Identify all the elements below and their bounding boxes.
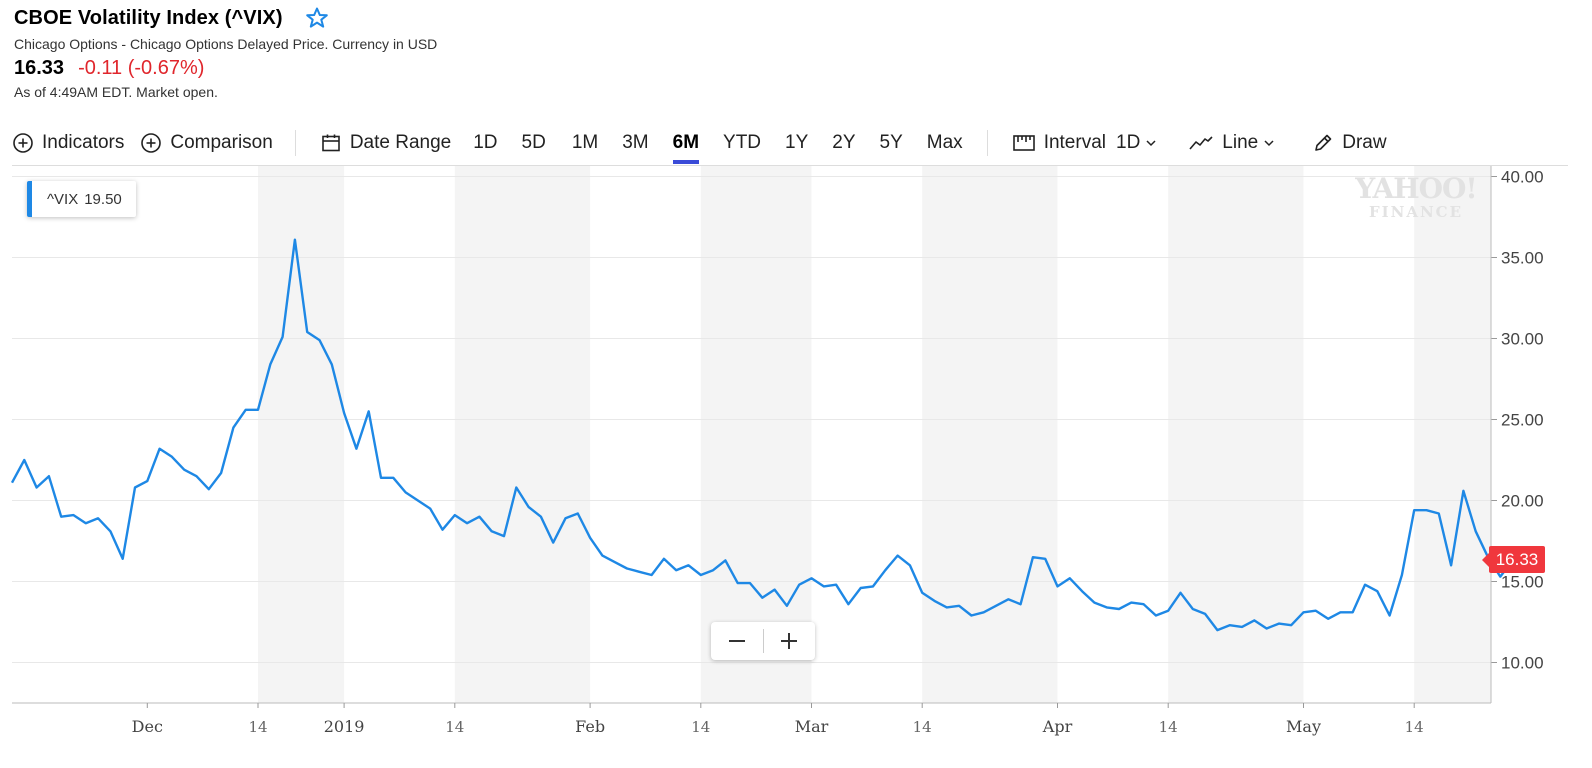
market-status: As of 4:49AM EDT. Market open.	[14, 84, 218, 100]
range-1y[interactable]: 1Y	[785, 132, 809, 153]
y-tick-label: 10.00	[1501, 654, 1544, 673]
date-range-button[interactable]: Date Range	[320, 128, 451, 158]
x-tick-label: 14	[913, 718, 932, 736]
range-ytd[interactable]: YTD	[723, 132, 762, 153]
month-band	[922, 166, 1058, 703]
indicators-label: Indicators	[42, 132, 125, 153]
zoom-out-button[interactable]	[711, 622, 763, 660]
range-1d[interactable]: 1D	[473, 132, 498, 153]
month-band	[258, 166, 345, 703]
x-tick-label: Feb	[575, 717, 605, 736]
series-tooltip: ^VIX 19.50	[27, 181, 136, 217]
comparison-button[interactable]: Comparison	[140, 128, 273, 158]
tooltip-symbol: ^VIX	[47, 190, 79, 208]
x-tick-label: 14	[248, 718, 267, 736]
toolbar-divider	[294, 130, 296, 156]
plus-circle-icon	[13, 133, 33, 153]
calendar-icon	[322, 134, 340, 152]
x-tick-label: 14	[1405, 718, 1424, 736]
vix-series-line	[10, 238, 1514, 632]
date-range-label: Date Range	[349, 132, 452, 153]
x-tick-label: Mar	[795, 717, 829, 736]
range-5y[interactable]: 5Y	[879, 132, 903, 153]
x-tick-label: 14	[1159, 718, 1178, 736]
range-1m[interactable]: 1M	[571, 132, 599, 153]
y-tick-label: 25.00	[1501, 411, 1544, 430]
month-band	[1414, 166, 1491, 703]
month-band	[700, 166, 812, 703]
watermark-line1: YAHOO!	[1355, 172, 1477, 205]
range-max[interactable]: Max	[926, 132, 963, 153]
y-tick-label: 20.00	[1501, 492, 1544, 511]
y-tick-label: 40.00	[1501, 168, 1544, 187]
chevron-down-icon	[1264, 140, 1274, 147]
price-change: -0.11 (-0.67%)	[78, 57, 205, 79]
x-tick-label: May	[1286, 717, 1321, 736]
y-tick-label: 30.00	[1501, 330, 1544, 349]
chart-type-label: Line	[1222, 132, 1259, 153]
line-chart-icon	[1189, 136, 1213, 150]
y-tick-label: 35.00	[1501, 249, 1544, 268]
ruler-icon	[1012, 135, 1035, 151]
x-tick-label: 2019	[324, 717, 365, 736]
month-band	[1168, 166, 1304, 703]
x-tick-label: 14	[691, 718, 710, 736]
x-tick-label: Dec	[132, 717, 163, 736]
x-tick-label: 14	[445, 718, 464, 736]
zoom-divider	[762, 629, 764, 653]
indicators-button[interactable]: Indicators	[12, 128, 124, 158]
range-6m[interactable]: 6M	[672, 128, 700, 164]
current-price: 16.33	[14, 57, 65, 79]
draw-button[interactable]: Draw	[1312, 128, 1387, 158]
plus-circle-icon	[141, 133, 162, 153]
chart-top-border	[12, 165, 1568, 166]
range-5d[interactable]: 5D	[521, 132, 546, 153]
quote-title: CBOE Volatility Index (^VIX)	[14, 6, 283, 29]
toolbar-divider	[986, 130, 988, 156]
zoom-control	[711, 622, 815, 660]
interval-value: 1D	[1116, 132, 1141, 153]
zoom-in-button[interactable]	[763, 622, 815, 660]
minus-icon	[728, 640, 745, 642]
quote-source: Chicago Options - Chicago Options Delaye…	[14, 36, 438, 52]
comparison-label: Comparison	[170, 132, 273, 153]
range-2y[interactable]: 2Y	[832, 132, 856, 153]
last-price-flag: 16.33	[1482, 546, 1545, 573]
chart-toolbar: Indicators Comparison Date Range 1D 5D 1…	[12, 128, 1387, 164]
pencil-icon	[1315, 134, 1332, 151]
interval-label: Interval	[1043, 132, 1106, 153]
watermark-line2: FINANCE	[1368, 203, 1464, 221]
interval-dropdown[interactable]: Interval 1D	[1012, 128, 1165, 158]
tooltip-value: 19.50	[84, 190, 122, 208]
y-tick-label: 15.00	[1501, 573, 1544, 592]
x-tick-label: Apr	[1042, 717, 1073, 736]
quote-header: CBOE Volatility Index (^VIX) Chicago Opt…	[14, 6, 438, 101]
range-3m[interactable]: 3M	[622, 132, 649, 153]
star-outline-icon[interactable]	[305, 6, 329, 30]
chart-type-dropdown[interactable]: Line	[1188, 128, 1282, 158]
yahoo-finance-watermark: YAHOO! FINANCE	[1354, 172, 1478, 222]
plus-icon	[781, 633, 798, 649]
draw-label: Draw	[1342, 132, 1387, 153]
chevron-down-icon	[1146, 140, 1156, 147]
month-band	[454, 166, 591, 703]
